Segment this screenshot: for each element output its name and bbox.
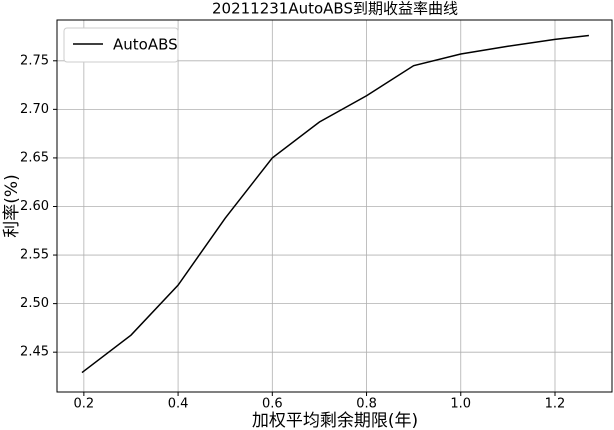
plot-frame [56,19,613,393]
y-tick-label: 2.55 [20,248,49,263]
legend-box [63,27,179,63]
y-tick-label: 2.45 [20,345,49,360]
y-tick-label: 2.50 [20,296,49,311]
y-axis-label: 利率(%) [2,174,22,237]
y-tick-label: 2.75 [20,53,49,68]
x-tick-label: 0.8 [356,397,377,412]
line [81,34,589,374]
x-tick-label: 1.2 [545,397,566,412]
x-axis-label: 加权平均剩余期限(年) [252,411,418,430]
y-tick-label: 2.70 [20,102,49,117]
y-tick-label: 2.60 [20,199,49,214]
chart-title: 20211231AutoABS到期收益率曲线 [212,0,458,18]
y-tick-label: 2.65 [20,150,49,165]
x-tick-label: 1.0 [450,397,471,412]
x-tick-label: 0.4 [168,397,189,412]
x-tick-label: 0.2 [74,397,95,412]
x-tick-label: 0.6 [262,397,283,412]
legend-label: AutoABS [113,36,178,54]
